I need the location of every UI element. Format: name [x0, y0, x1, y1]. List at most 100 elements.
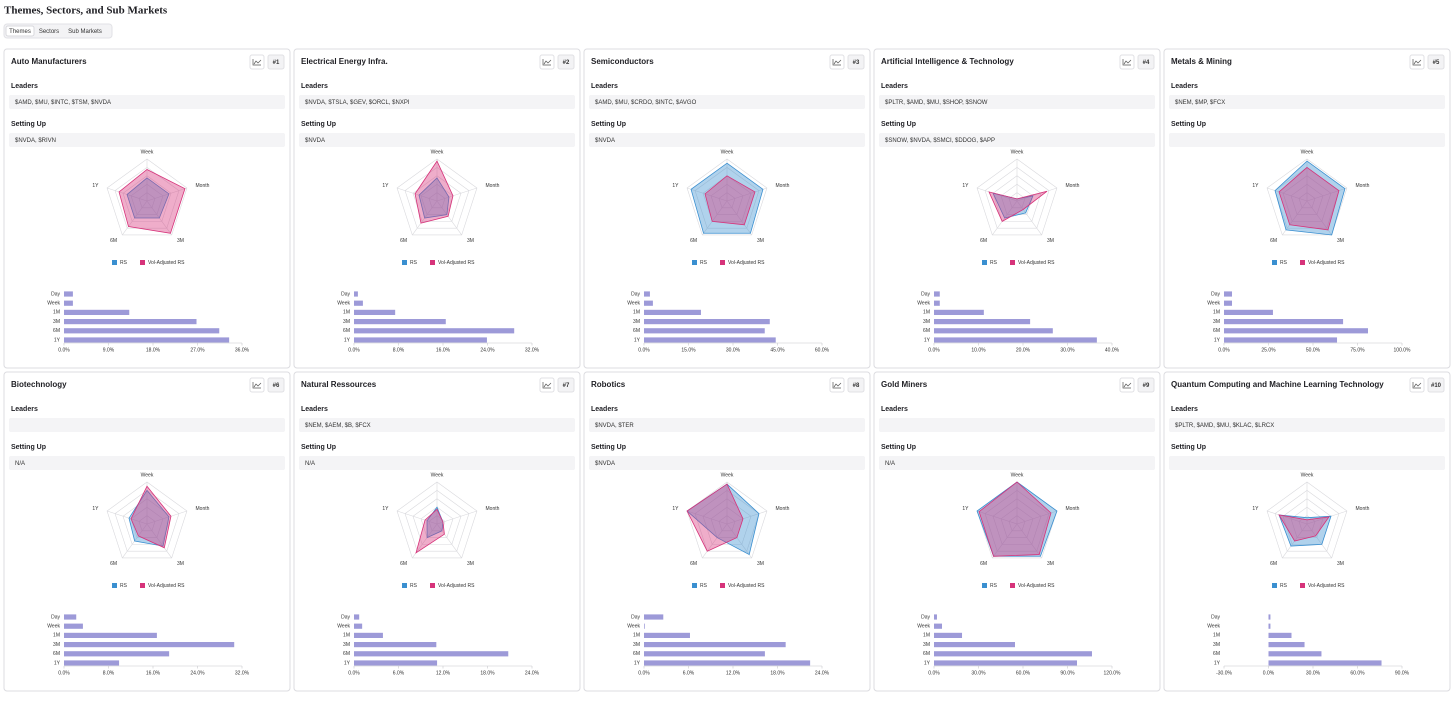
tab[interactable]: Sub Markets	[68, 29, 102, 35]
legend-swatch[interactable]	[402, 583, 407, 588]
legend-swatch[interactable]	[430, 260, 435, 265]
radar-axis-label: Week	[1011, 472, 1024, 478]
legend-label[interactable]: Vol-Adjusted RS	[1018, 260, 1055, 266]
legend-label[interactable]: Vol-Adjusted RS	[1308, 260, 1345, 266]
radar-area	[130, 485, 172, 549]
legend-swatch[interactable]	[720, 583, 725, 588]
bar	[934, 328, 1053, 334]
radar-grid	[1290, 183, 1324, 215]
radar-grid	[992, 175, 1042, 222]
bar-category: Day	[631, 291, 640, 297]
bar-category: 1M	[1213, 310, 1220, 316]
legend-swatch[interactable]	[430, 583, 435, 588]
legend-label[interactable]: RS	[700, 583, 708, 589]
legend-swatch[interactable]	[1010, 583, 1015, 588]
leaders-label: Leaders	[301, 406, 328, 413]
radar-area	[690, 162, 764, 234]
radar-axis-label: Month	[1066, 506, 1080, 512]
legend-swatch[interactable]	[1272, 260, 1277, 265]
radar-spoke	[1306, 187, 1348, 202]
chart-icon-line	[1123, 59, 1132, 65]
bar	[644, 660, 811, 666]
legend-label[interactable]: Vol-Adjusted RS	[438, 260, 475, 266]
legend-swatch[interactable]	[692, 260, 697, 265]
bar	[934, 651, 1092, 657]
bar-category: 1Y	[924, 337, 931, 343]
leaders-label: Leaders	[591, 83, 618, 90]
bar-category: Day	[1211, 291, 1220, 297]
rank: #6	[273, 383, 280, 389]
bar-category: 1M	[53, 310, 60, 316]
card-title: Gold Miners	[881, 380, 928, 389]
radar-spoke	[726, 523, 752, 559]
leaders-box	[1169, 418, 1445, 432]
radar-axis-label: 6M	[690, 561, 697, 567]
setting-up-label: Setting Up	[881, 121, 916, 128]
tab[interactable]: Sectors	[39, 29, 59, 35]
legend-label[interactable]: Vol-Adjusted RS	[1018, 583, 1055, 589]
legend-label[interactable]: RS	[1280, 260, 1288, 266]
bar	[354, 614, 360, 620]
card-title: Semiconductors	[591, 57, 654, 66]
x-tick-label: 0.0%	[58, 670, 70, 676]
legend-label[interactable]: Vol-Adjusted RS	[728, 583, 765, 589]
legend-swatch[interactable]	[1300, 260, 1305, 265]
legend-label[interactable]: Vol-Adjusted RS	[438, 583, 475, 589]
setting-up-label: Setting Up	[591, 121, 626, 128]
bar-category: 1M	[53, 633, 60, 639]
tab[interactable]: Themes	[9, 29, 31, 35]
bar-category: Week	[337, 301, 350, 307]
legend-label[interactable]: RS	[410, 583, 418, 589]
legend-swatch[interactable]	[140, 583, 145, 588]
legend-label[interactable]: RS	[990, 260, 998, 266]
legend-label[interactable]: Vol-Adjusted RS	[148, 583, 185, 589]
legend-label[interactable]: RS	[120, 260, 128, 266]
legend-swatch[interactable]	[112, 583, 117, 588]
radar-grid	[1298, 192, 1316, 209]
radar-spoke	[726, 187, 768, 202]
x-tick-label: 6.0%	[393, 670, 405, 676]
chart-icon-line	[833, 59, 842, 65]
radar-area	[1278, 514, 1330, 542]
legend-swatch[interactable]	[1300, 583, 1305, 588]
rank-badge	[1427, 54, 1445, 70]
leaders-tickers: $PLTR, $AMD, $MU, $SHOP, $SNOW	[885, 100, 988, 106]
legend-swatch[interactable]	[402, 260, 407, 265]
legend-swatch[interactable]	[112, 260, 117, 265]
card-frame	[293, 48, 581, 369]
x-tick-label: 24.0%	[815, 670, 830, 676]
radar-spoke	[726, 510, 768, 525]
radar-grid	[420, 183, 454, 215]
radar-area	[988, 190, 1048, 222]
legend-label[interactable]: RS	[700, 260, 708, 266]
legend-swatch[interactable]	[982, 583, 987, 588]
legend-swatch[interactable]	[720, 260, 725, 265]
legend-label[interactable]: Vol-Adjusted RS	[1308, 583, 1345, 589]
x-tick-label: 40.0%	[1105, 347, 1120, 353]
legend-label[interactable]: RS	[990, 583, 998, 589]
radar-spoke	[396, 187, 438, 202]
x-tick-label: 32.0%	[235, 670, 250, 676]
setting-up-tickers: $SNOW, $NVDA, $SMCI, $DDOG, $APP	[885, 138, 995, 144]
radar-axis-label: 6M	[110, 238, 117, 244]
legend-swatch[interactable]	[692, 583, 697, 588]
legend-label[interactable]: Vol-Adjusted RS	[148, 260, 185, 266]
x-tick-label: 9.0%	[103, 347, 115, 353]
radar-grid	[718, 515, 736, 532]
legend-swatch[interactable]	[1272, 583, 1277, 588]
tab-active[interactable]	[5, 25, 35, 37]
bar-category: 6M	[1213, 651, 1220, 657]
legend-swatch[interactable]	[1010, 260, 1015, 265]
legend-label[interactable]: RS	[1280, 583, 1288, 589]
bar	[1268, 623, 1271, 629]
bar	[354, 337, 487, 343]
legend-label[interactable]: RS	[120, 583, 128, 589]
chart-icon-line	[253, 59, 262, 65]
x-tick-label: 30.0%	[971, 670, 986, 676]
legend-swatch[interactable]	[982, 260, 987, 265]
legend-label[interactable]: RS	[410, 260, 418, 266]
legend-label[interactable]: Vol-Adjusted RS	[728, 260, 765, 266]
chart-icon	[1412, 382, 1421, 389]
bar	[354, 660, 438, 666]
legend-swatch[interactable]	[140, 260, 145, 265]
